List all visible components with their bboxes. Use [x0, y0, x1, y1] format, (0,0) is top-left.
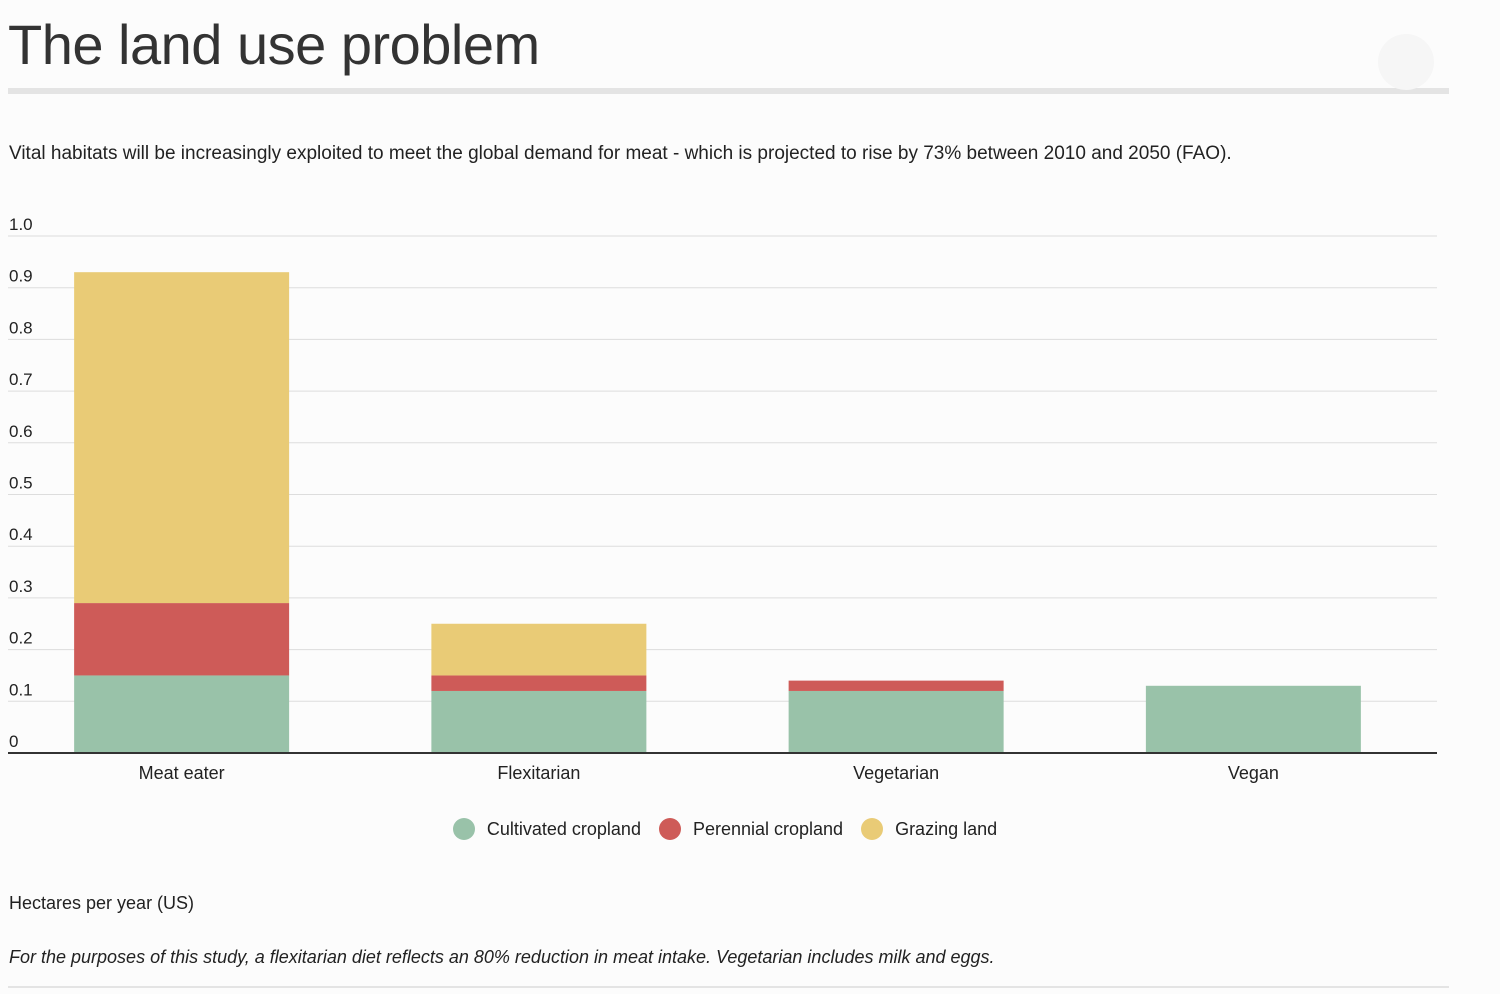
units-note: Hectares per year (US) [9, 893, 195, 913]
bar-segment-grazing-land [431, 623, 647, 676]
y-tick-label: 0.5 [9, 474, 33, 493]
bar-segment-cultivated-cropland [431, 690, 647, 753]
chart-subtitle: Vital habitats will be increasingly expl… [9, 143, 1232, 164]
y-tick-label: 0.8 [9, 318, 33, 337]
bar-segment-grazing-land [74, 272, 290, 604]
bar-segment-cultivated-cropland [74, 675, 290, 753]
legend-label: Grazing land [895, 818, 998, 839]
legend-item: Perennial cropland [658, 818, 844, 840]
legend-label: Cultivated cropland [486, 818, 641, 839]
y-tick-label: 0.4 [9, 525, 33, 544]
y-tick-label: 0.7 [9, 370, 33, 389]
chart-legend: Cultivated cropland Perennial cropland Gra… [0, 818, 1450, 840]
y-tick-label: 0.9 [9, 267, 33, 286]
y-tick-label: 0.1 [9, 680, 33, 699]
logo-badge-icon [1378, 34, 1434, 90]
title-divider [8, 88, 1449, 94]
y-tick-label: 0.2 [9, 629, 33, 648]
footnote: For the purposes of this study, a flexit… [9, 947, 995, 967]
page-title: The land use problem [8, 13, 540, 76]
x-tick-label: Vegetarian [853, 763, 939, 783]
x-tick-label: Flexitarian [497, 763, 580, 783]
legend-swatch-icon [658, 818, 681, 840]
bar-segment-perennial-cropland [74, 603, 290, 676]
x-tick-label: Vegan [1228, 763, 1279, 783]
y-axis-ticks: 0 0.1 0.2 0.3 0.4 0.5 0.6 0.7 0.8 0.9 1.0 [9, 215, 33, 751]
legend-swatch-icon [861, 818, 884, 840]
x-tick-label: Meat eater [139, 763, 225, 783]
legend-item: Cultivated cropland [452, 818, 641, 840]
bar-segment-perennial-cropland [788, 680, 1004, 691]
bar-segment-cultivated-cropland [788, 690, 1004, 753]
bottom-divider [8, 986, 1449, 988]
y-tick-label: 1.0 [9, 215, 33, 234]
legend-swatch-icon [452, 818, 475, 840]
y-tick-label: 0.3 [9, 577, 33, 596]
stacked-bar-chart: 0 0.1 0.2 0.3 0.4 0.5 0.6 0.7 0.8 0.9 1.0 Meat eat… [8, 215, 1437, 783]
bar-segment-cultivated-cropland [1145, 685, 1361, 753]
y-tick-label: 0 [9, 732, 18, 751]
bars [74, 272, 1361, 753]
x-axis-ticks: Meat eater Flexitarian Vegetarian Vegan [139, 763, 1279, 783]
legend-item: Grazing land [861, 818, 997, 840]
y-tick-label: 0.6 [9, 422, 33, 441]
legend-label: Perennial cropland [692, 818, 844, 839]
bar-segment-perennial-cropland [431, 675, 647, 691]
